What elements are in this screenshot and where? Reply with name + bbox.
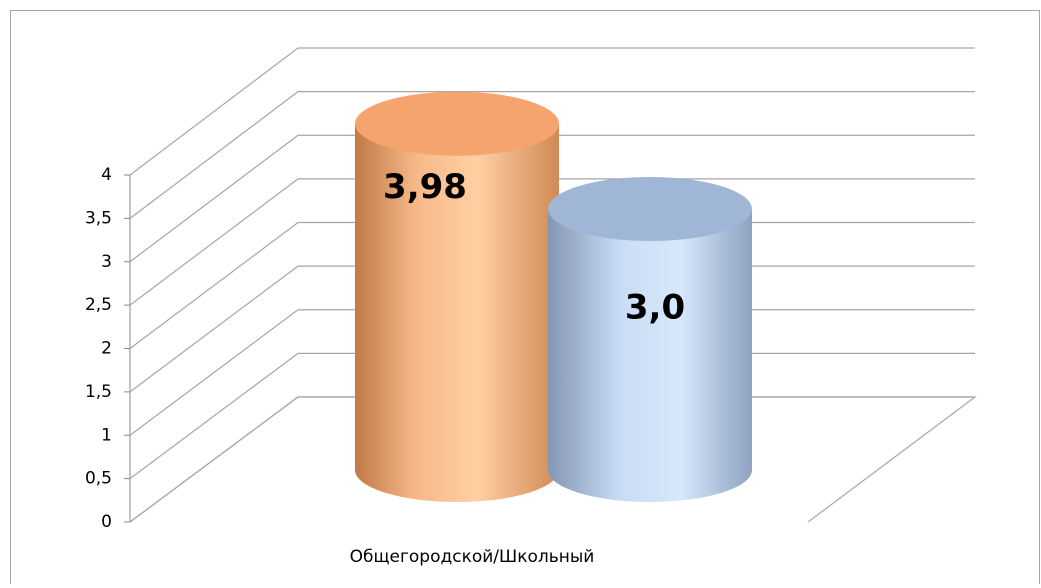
grid-line — [129, 396, 299, 523]
y-tick-label: 1,5 — [85, 382, 112, 402]
y-tick-label: 2 — [101, 339, 112, 359]
cylinder-top — [355, 91, 559, 156]
bar — [355, 91, 559, 503]
data-label: 3,98 — [383, 167, 467, 207]
data-label: 3,0 — [625, 288, 685, 328]
grid-line — [129, 309, 299, 436]
bar — [548, 177, 752, 502]
y-tick-label: 2,5 — [85, 295, 112, 315]
grid-line — [129, 134, 299, 263]
y-tick-label: 3,5 — [85, 208, 112, 228]
x-tick-label: Общегородской/Школьный — [350, 547, 595, 567]
y-tick-label: 0 — [101, 512, 112, 532]
grid-line — [129, 222, 299, 349]
cylinder-body — [355, 123, 559, 503]
y-tick-label: 3 — [101, 252, 112, 272]
frame — [10, 10, 1040, 588]
cylinder-top — [548, 177, 752, 241]
y-tick-label: 1 — [101, 425, 112, 445]
grid-line — [129, 178, 299, 306]
y-tick-label: 4 — [101, 165, 112, 185]
grid-line — [129, 352, 299, 480]
cylinder-body — [548, 209, 752, 502]
grid-line — [129, 91, 299, 219]
grid-line — [129, 47, 299, 176]
grid-line — [129, 265, 299, 393]
y-tick-label: 0,5 — [85, 469, 112, 489]
